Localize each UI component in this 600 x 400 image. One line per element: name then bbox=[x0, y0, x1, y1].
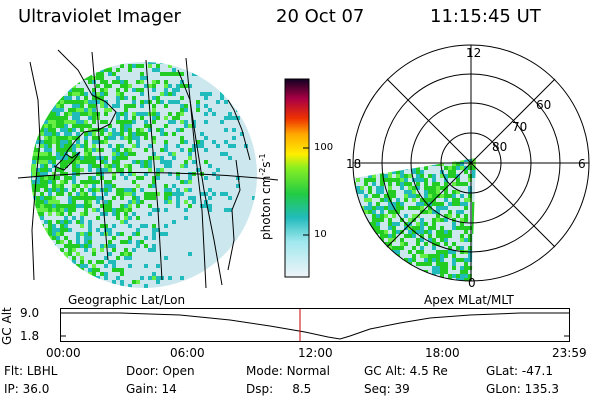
info-dsp: Dsp: 8.5 bbox=[246, 382, 311, 396]
timeline-xtick-1: 06:00 bbox=[170, 346, 205, 360]
info-flt-value: LBHL bbox=[26, 364, 58, 378]
info-ip-value: 36.0 bbox=[22, 382, 50, 396]
info-gcalt-value: 4.5 Re bbox=[409, 364, 448, 378]
timeline-xtick-2: 12:00 bbox=[298, 346, 333, 360]
info-glat-key: GLat: bbox=[486, 364, 519, 378]
left-panel-caption: Geographic Lat/Lon bbox=[68, 293, 186, 307]
mlt-0-label: 0 bbox=[468, 276, 476, 290]
mlt-18-label: 18 bbox=[346, 157, 362, 171]
geographic-image bbox=[17, 49, 279, 289]
app-title: Ultraviolet Imager bbox=[18, 6, 181, 27]
polar-meridian-diag2 bbox=[386, 78, 556, 248]
timeline-ylabel: GC Alt bbox=[0, 307, 14, 345]
info-ip: IP: 36.0 bbox=[4, 382, 49, 396]
mlt-12-label: 12 bbox=[466, 46, 482, 60]
timeline-ytick-min: 1.8 bbox=[20, 329, 40, 343]
info-seq-value: 39 bbox=[394, 382, 410, 396]
date-label: 20 Oct 07 bbox=[276, 6, 365, 27]
altitude-curve bbox=[62, 312, 568, 340]
info-gcalt: GC Alt: 4.5 Re bbox=[364, 364, 448, 378]
colorbar-unit-label: photon cm-2s-1 bbox=[258, 153, 273, 240]
info-gain-key: Gain: bbox=[126, 382, 158, 396]
colorbar bbox=[284, 78, 310, 278]
info-dsp-value: 8.5 bbox=[292, 382, 312, 396]
colorbar-tick-100: 100 bbox=[314, 142, 334, 153]
info-dsp-key: Dsp: bbox=[246, 382, 274, 396]
info-mode-key: Mode: bbox=[246, 364, 283, 378]
colorbar-unit-exp1: -2 bbox=[258, 167, 267, 176]
info-door: Door: Open bbox=[126, 364, 195, 378]
timeline-ytick-max: 9.0 bbox=[20, 306, 40, 320]
info-ip-key: IP: bbox=[4, 382, 19, 396]
info-gain: Gain: 14 bbox=[126, 382, 177, 396]
info-glon-key: GLon: bbox=[486, 382, 521, 396]
info-glon: GLon: 135.3 bbox=[486, 382, 559, 396]
mlat-80-label: 80 bbox=[492, 140, 508, 154]
timeline-plot bbox=[60, 308, 570, 342]
polar-plot bbox=[352, 44, 590, 282]
info-seq: Seq: 39 bbox=[364, 382, 410, 396]
info-mode: Mode: Normal bbox=[246, 364, 330, 378]
timeline-xtick-0: 00:00 bbox=[46, 346, 81, 360]
info-door-value: Open bbox=[162, 364, 195, 378]
info-flt: Flt: LBHL bbox=[4, 364, 57, 378]
info-gcalt-key: GC Alt: bbox=[364, 364, 406, 378]
colorbar-unit-s: s bbox=[259, 161, 273, 168]
right-panel-caption: Apex MLat/MLT bbox=[424, 293, 514, 307]
coastline-lines bbox=[29, 49, 251, 286]
colorbar-tick-10: 10 bbox=[314, 229, 327, 240]
info-door-key: Door: bbox=[126, 364, 159, 378]
mlat-60-label: 60 bbox=[536, 98, 552, 112]
timeline-xtick-3: 18:00 bbox=[425, 346, 460, 360]
info-seq-key: Seq: bbox=[364, 382, 391, 396]
colorbar-unit-text: photon cm bbox=[259, 175, 273, 240]
info-flt-key: Flt: bbox=[4, 364, 23, 378]
timeline-xtick-4: 23:59 bbox=[552, 346, 587, 360]
time-label: 11:15:45 UT bbox=[430, 6, 541, 27]
info-mode-value: Normal bbox=[286, 364, 330, 378]
info-glon-value: 135.3 bbox=[524, 382, 559, 396]
info-glat: GLat: -47.1 bbox=[486, 364, 553, 378]
colorbar-unit-exp2: -1 bbox=[258, 153, 267, 162]
info-gain-value: 14 bbox=[161, 382, 177, 396]
mlat-70-label: 70 bbox=[512, 120, 528, 134]
grid-lines bbox=[17, 51, 279, 289]
info-glat-value: -47.1 bbox=[521, 364, 553, 378]
mlt-6-label: 6 bbox=[578, 157, 586, 171]
